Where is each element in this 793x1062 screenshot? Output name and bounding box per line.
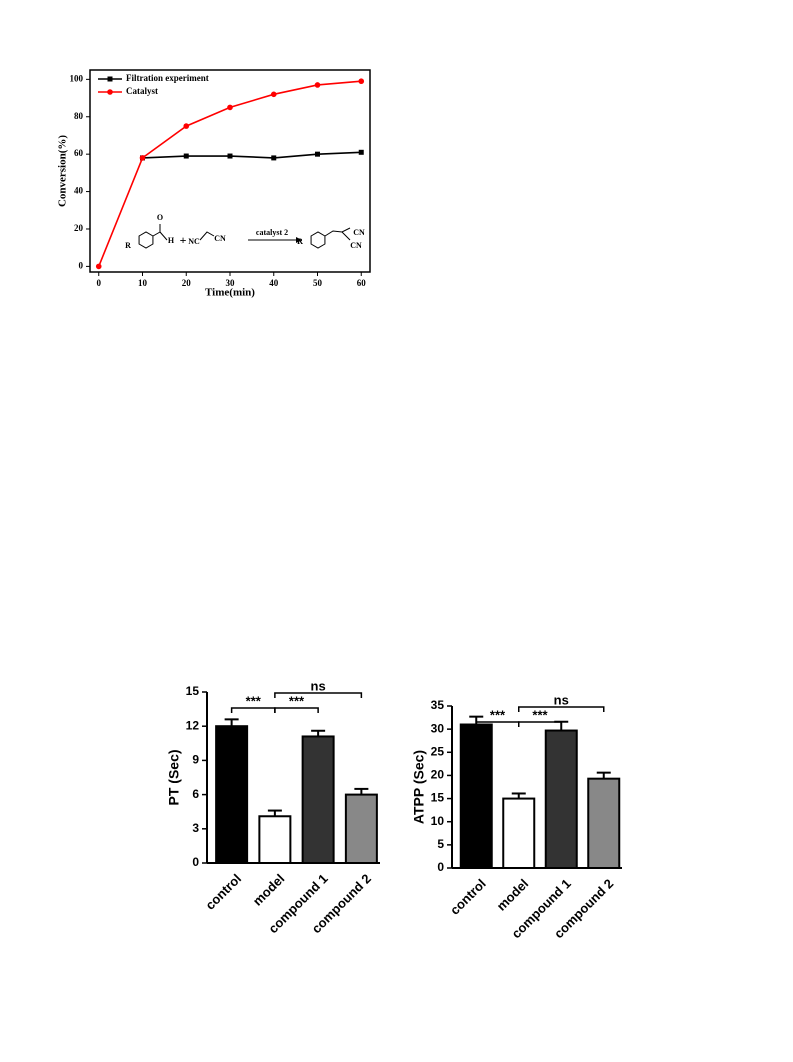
scheme-label: + — [180, 233, 187, 247]
arrow-head — [296, 237, 302, 243]
benzene-ring — [310, 231, 326, 249]
point — [183, 153, 189, 159]
y-tick-label: 0 — [192, 855, 199, 869]
y-tick-label: 60 — [74, 148, 84, 158]
scheme-label: CN — [214, 234, 226, 243]
significance-bracket — [274, 707, 319, 713]
y-axis-label: ATPP (Sec) — [411, 750, 427, 824]
scheme-label: NC — [188, 237, 200, 246]
scheme-label: CN — [350, 241, 362, 250]
significance-label: *** — [490, 707, 506, 722]
x-tick-label: 20 — [182, 278, 192, 288]
y-axis-label: Conversion(%) — [57, 135, 69, 207]
legend-label: Filtration experiment — [126, 73, 209, 83]
y-tick-label: 100 — [70, 73, 84, 83]
conversion-chart: 0 10 20 30 40 50 60 0 20 40 60 80 100 Time(min) Conver… — [57, 69, 371, 299]
x-tick-label: 30 — [226, 278, 236, 288]
scheme-label: CN — [353, 228, 365, 237]
y-tick-label: 40 — [74, 186, 84, 196]
y-tick-label: 0 — [437, 860, 444, 874]
significance-bracket — [274, 692, 363, 698]
significance-label: *** — [532, 707, 548, 722]
scheme-label: R — [125, 241, 131, 250]
point — [358, 149, 364, 155]
y-tick-label: 5 — [437, 837, 444, 851]
y-tick-label: 15 — [186, 684, 200, 698]
point — [271, 155, 277, 161]
x-tick-label: 10 — [138, 278, 148, 288]
y-tick-label: 80 — [74, 111, 84, 121]
y-tick-label: 10 — [431, 814, 445, 828]
bond — [152, 224, 215, 241]
y-tick-label: 15 — [431, 791, 445, 805]
y-tick-label: 0 — [79, 260, 84, 270]
bond — [324, 227, 351, 241]
point — [183, 123, 190, 129]
series-line — [142, 151, 362, 159]
benzene-ring — [138, 231, 154, 249]
y-tick-label: 20 — [431, 768, 445, 782]
point — [227, 104, 233, 111]
bar — [301, 735, 335, 865]
x-tick-label: 40 — [269, 278, 279, 288]
y-tick-label: 6 — [192, 787, 199, 801]
legend-marker — [107, 89, 113, 95]
bar — [258, 815, 292, 865]
significance-label: *** — [289, 693, 305, 708]
x-tick-label: 60 — [357, 278, 367, 288]
point — [314, 82, 321, 88]
x-tick-label: 0 — [97, 278, 102, 288]
point — [270, 91, 277, 98]
point — [139, 155, 146, 161]
y-axis-label: PT (Sec) — [166, 749, 182, 805]
x-axis-label: Time(min) — [205, 287, 255, 299]
bar — [344, 793, 378, 864]
bar — [502, 797, 536, 869]
scheme-label: H — [168, 236, 175, 245]
significance-label: ns — [554, 692, 569, 707]
bar — [544, 729, 578, 869]
scheme-label: R — [297, 237, 303, 246]
bar — [215, 725, 249, 865]
y-tick-label: 3 — [192, 821, 199, 835]
y-tick-label: 20 — [74, 223, 84, 233]
significance-label: ns — [311, 678, 326, 693]
y-tick-label: 30 — [431, 721, 445, 735]
bar — [459, 723, 493, 869]
point — [358, 78, 365, 85]
significance-label: *** — [246, 693, 262, 708]
y-tick-label: 25 — [431, 744, 445, 758]
legend-marker — [107, 76, 113, 82]
y-tick-label: 35 — [431, 698, 445, 712]
y-tick-label: 9 — [192, 753, 199, 767]
significance-bracket — [518, 706, 605, 712]
bar — [587, 777, 621, 870]
significance-bracket — [518, 721, 562, 727]
legend-label: Catalyst — [126, 86, 158, 96]
scheme-label: catalyst 2 — [256, 228, 288, 237]
y-tick-label: 12 — [186, 718, 200, 732]
point — [95, 263, 102, 270]
point — [315, 151, 320, 157]
point — [227, 153, 233, 159]
x-tick-label: 50 — [313, 278, 323, 288]
scheme-label: O — [157, 213, 163, 222]
